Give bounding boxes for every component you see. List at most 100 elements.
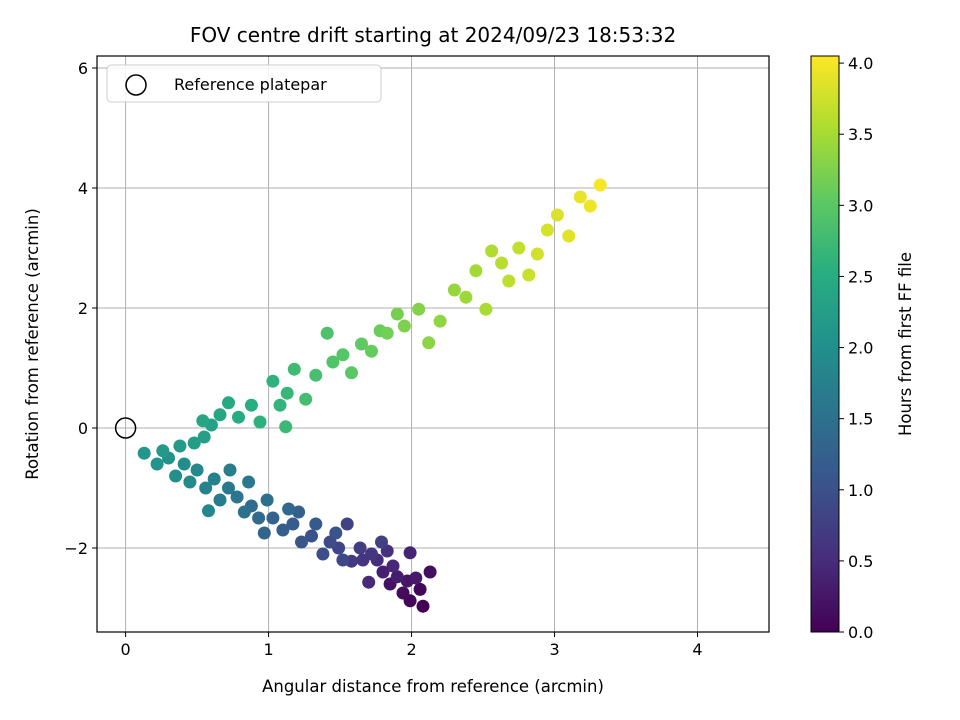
data-point	[375, 535, 388, 549]
data-point	[422, 336, 436, 350]
data-point	[232, 410, 245, 424]
legend-marker-reference	[125, 74, 147, 96]
x-tick-label: 1	[263, 640, 273, 659]
data-point	[495, 256, 509, 270]
data-point	[282, 502, 296, 516]
y-tick-label: 4	[78, 179, 88, 198]
data-point	[173, 439, 187, 453]
data-point	[213, 493, 227, 507]
data-point	[573, 190, 587, 204]
data-point	[222, 396, 235, 410]
data-point	[390, 307, 404, 321]
data-point	[309, 368, 323, 382]
data-point	[177, 457, 191, 471]
x-tick-label: 0	[121, 640, 131, 659]
data-point	[403, 546, 417, 560]
data-point	[253, 415, 267, 429]
data-point	[197, 430, 211, 444]
colorbar-tick-label: 4.0	[848, 54, 873, 73]
data-point	[512, 241, 526, 255]
data-point	[309, 517, 323, 531]
data-point	[479, 302, 493, 316]
data-point	[223, 463, 237, 477]
data-point	[287, 362, 301, 376]
data-point	[380, 326, 394, 340]
data-point	[276, 523, 290, 537]
reference-platepar-marker	[114, 417, 137, 439]
data-point	[150, 457, 164, 471]
y-tick-label: 2	[78, 299, 88, 318]
data-point	[237, 505, 251, 519]
colorbar-tick-label: 3.0	[848, 196, 873, 215]
data-point	[365, 344, 378, 358]
data-point	[280, 386, 294, 400]
data-point	[156, 444, 170, 458]
x-tick-label: 3	[549, 640, 559, 659]
x-axis-ticks: 0 1 2 3 4	[121, 632, 703, 659]
colorbar-tick-label: 0.0	[848, 623, 873, 642]
colorbar-ticks: 0.0 0.5 1.0 1.5 2.0 2.5 3.0 3.5 4.0	[839, 54, 873, 642]
data-point	[397, 319, 411, 333]
data-point	[257, 526, 271, 540]
colorbar-tick-label: 1.5	[848, 410, 873, 429]
data-point	[260, 493, 274, 507]
data-point	[196, 414, 210, 428]
data-point	[540, 223, 554, 237]
data-point	[412, 302, 426, 316]
data-point	[485, 244, 499, 258]
colorbar-tick-label: 0.5	[848, 552, 873, 571]
data-point	[340, 517, 354, 531]
x-axis-label: Angular distance from reference (arcmin)	[262, 677, 604, 696]
data-point	[222, 481, 235, 495]
data-point	[329, 526, 343, 540]
plot-area-frame	[96, 55, 770, 633]
colorbar-tick-label: 1.0	[848, 481, 873, 500]
y-tick-label: 0	[78, 419, 88, 438]
data-point	[202, 504, 215, 518]
data-point	[213, 408, 227, 422]
data-point	[169, 469, 183, 483]
data-point	[386, 559, 400, 573]
data-point	[199, 481, 213, 495]
data-point	[183, 475, 197, 489]
data-point	[336, 348, 350, 362]
data-points	[114, 178, 607, 613]
data-point	[242, 475, 256, 489]
colorbar-tick-label: 2.5	[848, 267, 873, 286]
data-point	[279, 420, 293, 434]
data-point	[433, 314, 447, 328]
data-point	[353, 541, 367, 555]
data-point	[550, 208, 564, 222]
data-point	[299, 392, 313, 406]
data-point	[266, 374, 280, 388]
data-point	[230, 490, 244, 504]
x-tick-label: 2	[406, 640, 416, 659]
data-point	[326, 355, 340, 369]
data-point	[416, 599, 430, 613]
data-point	[459, 290, 473, 304]
legend-entry-reference: Reference platepar	[174, 75, 327, 94]
data-point	[305, 529, 318, 543]
data-point	[396, 586, 410, 600]
colorbar	[810, 55, 840, 633]
data-point	[522, 268, 536, 282]
data-point	[502, 274, 516, 288]
data-point	[207, 472, 221, 486]
legend-box	[106, 64, 382, 103]
y-axis-ticks: −2 0 2 4 6	[64, 59, 97, 558]
data-point	[562, 229, 576, 243]
y-tick-label: −2	[64, 539, 88, 558]
chart-title: FOV centre drift starting at 2024/09/23 …	[190, 23, 676, 47]
colorbar-tick-label: 2.0	[848, 339, 873, 358]
data-point	[423, 565, 437, 579]
data-point	[336, 553, 350, 567]
data-point	[292, 505, 306, 519]
data-point	[365, 547, 378, 561]
data-point	[376, 565, 390, 579]
colorbar-tick-label: 3.5	[848, 125, 873, 144]
data-point	[593, 178, 607, 192]
y-axis-label: Rotation from reference (arcmin)	[23, 208, 42, 480]
data-point	[295, 535, 308, 549]
data-point	[190, 463, 204, 477]
